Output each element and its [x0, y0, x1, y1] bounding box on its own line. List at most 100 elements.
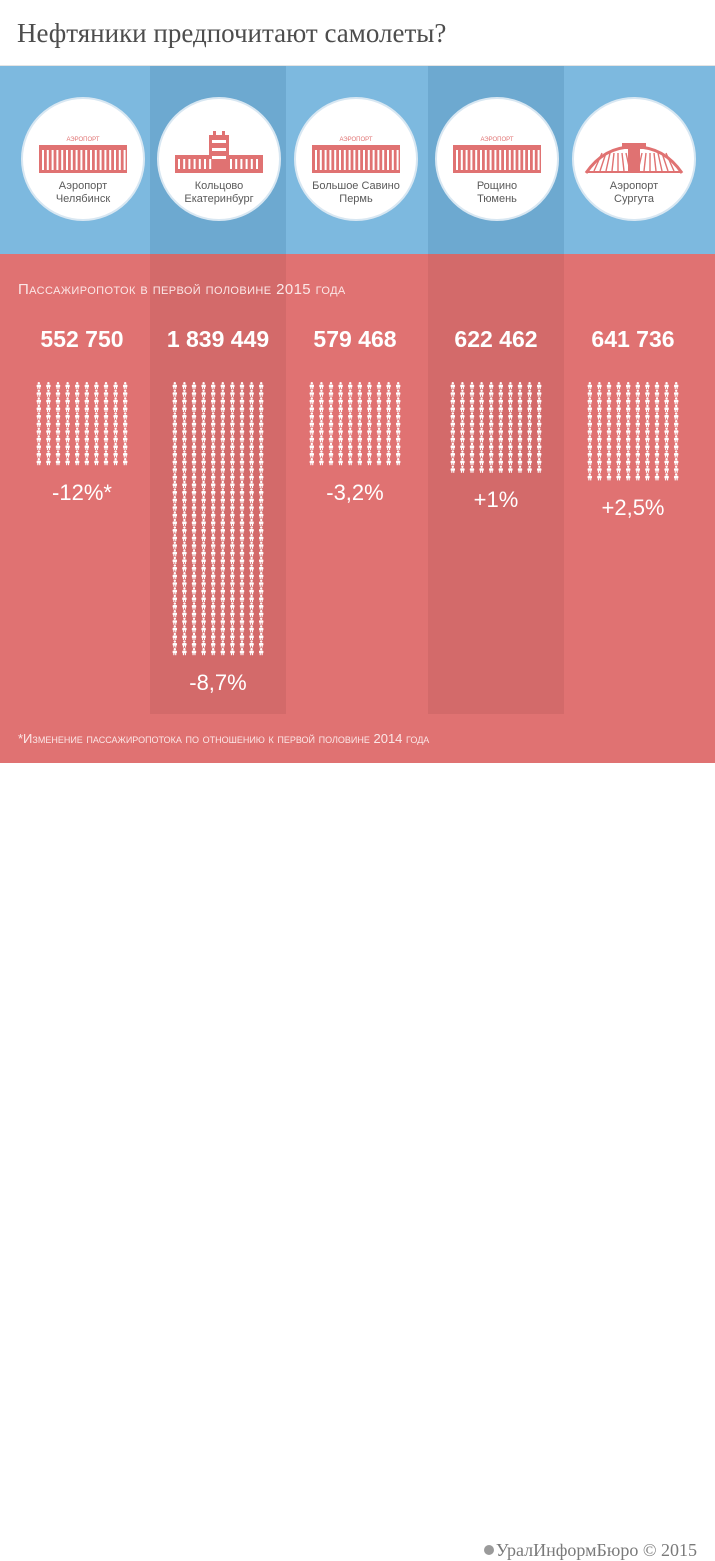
person-icon — [36, 412, 42, 420]
person-icon — [211, 579, 216, 587]
person-icon — [65, 427, 70, 435]
person-icon — [606, 465, 612, 473]
person-icon — [258, 495, 264, 504]
person-icon — [220, 473, 225, 481]
person-icon — [258, 473, 264, 481]
building-icon: АЭРОПОРТ — [39, 137, 127, 173]
person-icon — [258, 518, 264, 526]
person-icon — [626, 412, 631, 420]
person-icon — [191, 397, 197, 405]
person-icon — [258, 419, 264, 428]
person-icon — [606, 404, 612, 412]
airport-name-line2: Сургута — [614, 193, 654, 205]
person-icon — [84, 427, 89, 435]
person-icon — [635, 465, 640, 473]
building-window — [99, 150, 102, 170]
person-icon — [338, 412, 343, 420]
person-icon — [230, 442, 235, 450]
person-icon — [211, 450, 216, 458]
building-window — [348, 150, 351, 170]
person-icon — [469, 427, 475, 435]
person-icon — [498, 450, 503, 458]
person-icon — [536, 442, 542, 450]
person-icon — [230, 564, 235, 572]
person-icon — [460, 457, 465, 466]
person-icon — [84, 435, 89, 443]
person-icon — [220, 404, 225, 412]
building-window — [372, 150, 375, 170]
person-icon — [65, 412, 70, 420]
person-icon — [249, 617, 254, 625]
person-icon — [182, 450, 187, 458]
building-window — [382, 150, 385, 170]
person-icon — [309, 382, 315, 390]
people-bar — [450, 382, 542, 473]
building-window — [324, 150, 327, 170]
person-icon — [220, 503, 225, 511]
person-icon — [220, 389, 225, 397]
person-icon — [597, 465, 602, 473]
person-icon — [249, 549, 254, 557]
person-icon — [319, 442, 324, 450]
person-icon — [517, 397, 523, 405]
person-icon — [386, 397, 391, 405]
person-icon — [527, 397, 532, 405]
person-icon — [635, 450, 640, 458]
person-icon — [239, 617, 245, 625]
person-icon — [230, 511, 235, 519]
person-icon — [239, 495, 245, 504]
person-icon — [258, 511, 264, 519]
credit: УралИнформБюро © 2015 — [483, 1540, 697, 1561]
person-icon — [239, 579, 245, 587]
person-icon — [536, 389, 542, 397]
building-window — [537, 150, 540, 170]
person-icon — [328, 442, 334, 450]
person-icon — [113, 427, 118, 435]
person-icon — [220, 457, 225, 466]
person-icon — [230, 480, 235, 488]
person-icon — [94, 442, 99, 450]
person-icon — [498, 397, 503, 405]
person-icon — [536, 419, 542, 428]
person-icon — [182, 579, 187, 587]
person-icon — [367, 427, 372, 435]
person-icon — [249, 427, 254, 435]
person-icon — [673, 427, 679, 435]
person-icon — [469, 457, 475, 466]
person-icon — [348, 435, 353, 443]
person-icon — [376, 397, 382, 405]
person-icon — [469, 435, 475, 443]
person-icon — [249, 594, 254, 602]
person-icon — [46, 412, 51, 420]
person-icon — [606, 419, 612, 428]
person-icon — [367, 457, 372, 466]
person-icon — [469, 382, 475, 390]
person-icon — [489, 435, 494, 443]
person-icon — [220, 480, 225, 488]
person-icon — [258, 602, 264, 610]
change-label: -8,7% — [189, 669, 247, 695]
person-icon — [220, 435, 225, 443]
person-icon — [587, 450, 593, 458]
person-icon — [357, 389, 362, 397]
building-window — [396, 150, 399, 170]
person-icon — [103, 397, 109, 405]
person-icon — [103, 427, 109, 435]
person-icon — [94, 382, 99, 390]
person-icon — [220, 571, 225, 580]
person-icon — [626, 419, 631, 428]
person-icon — [122, 397, 128, 405]
airport-name-line1: Рощино — [476, 180, 518, 192]
person-icon — [172, 397, 178, 405]
person-icon — [249, 412, 254, 420]
person-icon — [65, 419, 70, 428]
person-icon — [635, 473, 640, 481]
person-icon — [517, 412, 523, 420]
building-window — [518, 150, 521, 170]
person-icon — [94, 435, 99, 443]
person-icon — [211, 609, 216, 618]
person-icon — [489, 450, 494, 458]
person-icon — [498, 435, 503, 443]
person-icon — [94, 427, 99, 435]
building-window — [118, 150, 121, 170]
